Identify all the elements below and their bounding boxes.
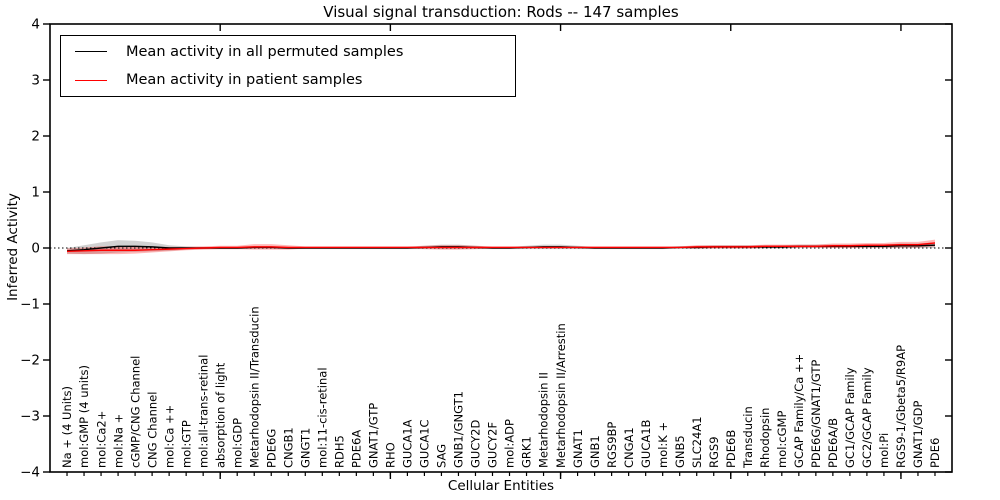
x-tick-label: SLC24A1: [690, 416, 704, 468]
x-tick-label: CNGB1: [281, 427, 295, 468]
x-tick-label: GUCY2F: [486, 422, 500, 468]
x-tick-label: PDE6: [928, 438, 942, 468]
x-tick-label: mol:ADP: [503, 419, 517, 468]
x-tick-label: RGS9BP: [605, 422, 619, 468]
x-tick-label: PDE6G/GNAT1/GTP: [809, 360, 823, 468]
x-tick-label: GC2/GCAP Family: [860, 367, 874, 468]
y-tick-label: 0: [31, 241, 40, 257]
legend-entry-patient: Mean activity in patient samples: [61, 67, 515, 93]
x-tick-label: mol:Ca ++: [162, 405, 176, 468]
x-tick-label: GUCY2D: [469, 420, 483, 468]
x-tick-label: PDE6B: [724, 430, 738, 468]
y-tick-label: −4: [20, 465, 40, 481]
y-tick-label: −3: [20, 409, 40, 425]
x-tick-label: mol:GMP (4 units): [77, 365, 91, 468]
x-tick-label: Metarhodopsin II: [537, 372, 551, 468]
x-axis-title: Cellular Entities: [447, 478, 555, 494]
patient-mean-line: [66, 242, 936, 253]
x-tick-label: RGS9: [707, 436, 721, 468]
legend-label: Mean activity in patient samples: [126, 72, 363, 89]
legend-entry-permuted: Mean activity in all permuted samples: [61, 39, 515, 65]
x-tick-label: CNGA1: [622, 427, 636, 468]
y-tick-label: 4: [31, 17, 40, 33]
x-tick-label: mol:Na +: [111, 414, 125, 468]
x-tick-label: GC1/GCAP Family: [843, 367, 857, 468]
y-tick-label: 1: [31, 185, 40, 201]
x-tick-label: CNG Channel: [145, 392, 159, 468]
y-tick-label: −2: [20, 353, 40, 369]
x-tick-label: mol:GDP: [230, 418, 244, 468]
x-tick-label: GNB5: [673, 435, 687, 468]
legend: Mean activity in all permuted samples Me…: [60, 35, 516, 97]
y-tick-label: 3: [31, 73, 40, 89]
x-tick-label: mol:11-cis-retinal: [316, 367, 330, 468]
y-tick-label: −1: [20, 297, 40, 313]
permuted-line-swatch: [75, 51, 107, 53]
x-tick-label: mol:Ca2+: [94, 411, 108, 468]
x-tick-label: absorption of light: [213, 362, 227, 468]
x-tick-label: RDH5: [333, 435, 347, 468]
x-tick-label: GNB1/GNGT1: [452, 391, 466, 468]
x-tick-label: mol:Pi: [877, 433, 891, 468]
x-tick-label: mol:all-trans-retinal: [196, 355, 210, 468]
x-tick-label: Metarhodopsin II/Transducin: [247, 306, 261, 468]
patient-line-swatch: [75, 79, 107, 81]
legend-label: Mean activity in all permuted samples: [126, 43, 404, 60]
x-tick-label: PDE6A/B: [826, 418, 840, 468]
x-tick-label: Rhodopsin: [758, 408, 772, 468]
x-tick-label: GUCA1A: [401, 419, 415, 468]
x-tick-label: GNGT1: [298, 428, 312, 468]
y-tick-label: 2: [31, 129, 40, 145]
x-tick-label: GNAT1/GTP: [367, 403, 381, 468]
x-tick-label: GCAP Family/Ca ++: [792, 354, 806, 468]
x-tick-label: RHO: [384, 442, 398, 468]
x-tick-label: mol:cGMP: [775, 411, 789, 468]
x-tick-label: GNAT1/GDP: [911, 401, 925, 468]
x-tick-label: cGMP/CNG Channel: [128, 356, 142, 468]
y-axis-title: Inferred Activity: [5, 193, 21, 301]
x-tick-label: mol:K +: [656, 422, 670, 468]
x-tick-label: GUCA1C: [418, 419, 432, 468]
x-tick-label: GNAT1: [571, 429, 585, 468]
x-tick-label: GRK1: [520, 436, 534, 468]
x-tick-label: PDE6A: [350, 430, 364, 468]
x-tick-label: GUCA1B: [639, 419, 653, 468]
x-tick-label: GNB1: [588, 435, 602, 468]
x-tick-label: SAG: [435, 444, 449, 468]
x-tick-label: mol:GTP: [179, 420, 193, 468]
x-tick-label: RGS9-1/Gbeta5/R9AP: [894, 345, 908, 468]
x-tick-label: Metarhodopsin II/Arrestin: [554, 323, 568, 468]
x-tick-label: PDE6G: [264, 429, 278, 468]
x-tick-label: Na + (4 Units): [60, 386, 74, 468]
chart-title: Visual signal transduction: Rods -- 147 …: [323, 3, 679, 21]
x-tick-label: Transducin: [741, 406, 755, 469]
